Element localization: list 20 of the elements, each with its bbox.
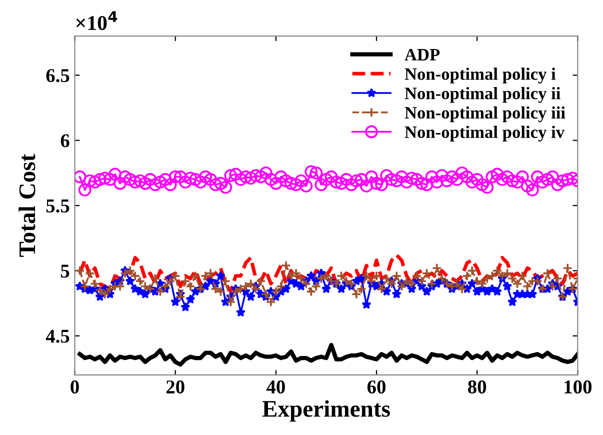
legend-label: Non-optimal policy iv: [404, 126, 565, 142]
x-tick-label: 100: [564, 380, 592, 394]
y-tick-label: 6.5: [46, 69, 70, 82]
legend-label: Non-optimal policy iii: [404, 106, 566, 122]
text: ×10$^{4}$: [76, 11, 118, 30]
x-tick-label: 0: [70, 380, 79, 394]
x-tick-label: 60: [367, 380, 386, 394]
legend-label: ADP: [404, 48, 440, 60]
y-tick-label: 4.5: [46, 330, 70, 343]
legend-label: Non-optimal policy i: [404, 68, 556, 84]
x-axis-title: Experiments: [262, 400, 390, 422]
line-series: [78, 342, 578, 367]
y-axis-title: Total Cost: [18, 154, 36, 257]
x-tick-label: 80: [468, 380, 486, 394]
y-tick-label: 6: [60, 134, 70, 148]
x-tick-label: 20: [166, 380, 184, 394]
y-tick-label: 5: [60, 264, 70, 278]
legend-label: Non-optimal policy ii: [404, 87, 560, 103]
x-tick-label: 40: [266, 380, 285, 394]
y-tick-label: 5.5: [46, 200, 70, 213]
